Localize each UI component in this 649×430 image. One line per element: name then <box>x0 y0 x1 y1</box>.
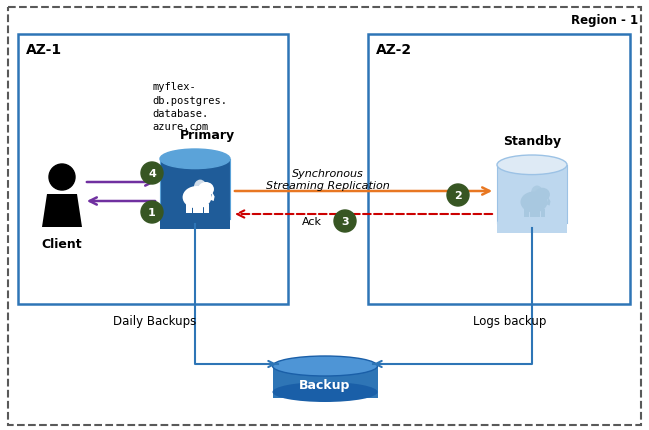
Ellipse shape <box>273 382 378 402</box>
Bar <box>368 35 630 304</box>
Polygon shape <box>42 194 82 227</box>
Text: Primary: Primary <box>179 129 234 141</box>
Text: 1: 1 <box>148 208 156 218</box>
Ellipse shape <box>160 210 230 230</box>
Bar <box>273 364 378 398</box>
Bar <box>199 205 203 214</box>
Ellipse shape <box>520 192 548 213</box>
Polygon shape <box>546 198 550 206</box>
Text: AZ-2: AZ-2 <box>376 43 412 57</box>
Bar <box>18 35 288 304</box>
Bar <box>535 209 540 218</box>
Text: Ack: Ack <box>302 216 322 227</box>
Text: Logs backup: Logs backup <box>473 314 546 327</box>
Text: AZ-1: AZ-1 <box>26 43 62 57</box>
Bar <box>160 160 230 230</box>
Bar <box>541 209 545 218</box>
Text: myflex-
db.postgres.
database.
azure.com: myflex- db.postgres. database. azure.com <box>153 82 228 132</box>
Bar <box>186 205 191 214</box>
Bar <box>524 209 529 218</box>
Text: Synchronous
Streaming Replication: Synchronous Streaming Replication <box>266 169 390 190</box>
Circle shape <box>334 211 356 233</box>
Text: Client: Client <box>42 237 82 250</box>
Text: Backup: Backup <box>299 379 350 392</box>
Bar <box>497 166 567 233</box>
Text: 3: 3 <box>341 216 349 227</box>
Ellipse shape <box>198 183 214 197</box>
Circle shape <box>447 184 469 206</box>
Bar <box>530 209 535 218</box>
Ellipse shape <box>182 187 212 209</box>
Bar <box>193 205 198 214</box>
Polygon shape <box>210 193 215 202</box>
Text: Region - 1: Region - 1 <box>571 14 638 27</box>
Circle shape <box>49 165 75 190</box>
Text: 2: 2 <box>454 190 462 200</box>
Ellipse shape <box>497 214 567 233</box>
Text: Standby: Standby <box>503 135 561 147</box>
Ellipse shape <box>273 356 378 376</box>
Ellipse shape <box>531 186 543 201</box>
Ellipse shape <box>194 180 206 196</box>
Circle shape <box>141 202 163 224</box>
Text: Daily Backups: Daily Backups <box>114 314 197 327</box>
Ellipse shape <box>497 156 567 175</box>
Bar <box>204 205 209 214</box>
Ellipse shape <box>535 188 550 202</box>
Text: 4: 4 <box>148 169 156 178</box>
Circle shape <box>141 163 163 184</box>
Ellipse shape <box>160 150 230 169</box>
